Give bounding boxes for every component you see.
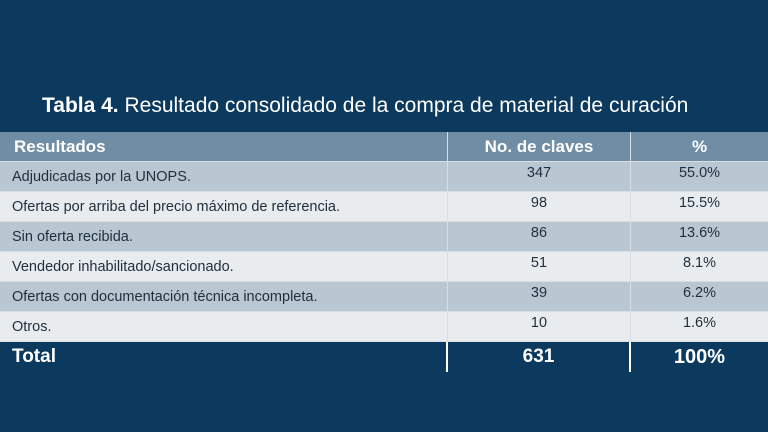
row-resultado: Otros. [0, 312, 448, 341]
total-label: Total [0, 342, 448, 372]
row-percent: 55.0% [678, 164, 721, 181]
row-claves: 86 [448, 222, 631, 251]
total-claves: 631 [448, 342, 631, 372]
row-claves: 10 [448, 312, 631, 341]
total-percent: 100% [673, 345, 726, 368]
row-claves: 39 [448, 282, 631, 311]
row-percent: 1.6% [682, 314, 717, 331]
table-title-lead: Tabla 4. [42, 94, 119, 117]
table-title-text: Resultado consolidado de la compra de ma… [124, 94, 689, 117]
table-row: Adjudicadas por la UNOPS. 347 55.0% [0, 162, 768, 192]
header-no-claves: No. de claves [448, 132, 631, 161]
table-row: Vendedor inhabilitado/sancionado. 51 8.1… [0, 252, 768, 282]
table-row: Ofertas por arriba del precio máximo de … [0, 192, 768, 222]
row-claves: 51 [448, 252, 631, 281]
row-percent: 13.6% [678, 224, 721, 241]
table-row: Otros. 10 1.6% [0, 312, 768, 342]
row-resultado: Vendedor inhabilitado/sancionado. [0, 252, 448, 281]
row-resultado: Ofertas por arriba del precio máximo de … [0, 192, 448, 221]
results-table: Resultados No. de claves % Adjudicadas p… [0, 132, 768, 372]
table-title: Tabla 4. Resultado consolidado de la com… [42, 94, 688, 118]
row-percent: 8.1% [682, 254, 717, 271]
header-percent: % [691, 136, 708, 156]
table-header-row: Resultados No. de claves % [0, 132, 768, 162]
table-row: Ofertas con documentación técnica incomp… [0, 282, 768, 312]
table-total-row: Total 631 100% [0, 342, 768, 372]
row-percent: 15.5% [678, 194, 721, 211]
row-claves: 98 [448, 192, 631, 221]
table-row: Sin oferta recibida. 86 13.6% [0, 222, 768, 252]
row-resultado: Adjudicadas por la UNOPS. [0, 162, 448, 191]
row-resultado: Ofertas con documentación técnica incomp… [0, 282, 448, 311]
header-resultados: Resultados [0, 132, 448, 161]
row-percent: 6.2% [682, 284, 717, 301]
row-resultado: Sin oferta recibida. [0, 222, 448, 251]
row-claves: 347 [448, 162, 631, 191]
